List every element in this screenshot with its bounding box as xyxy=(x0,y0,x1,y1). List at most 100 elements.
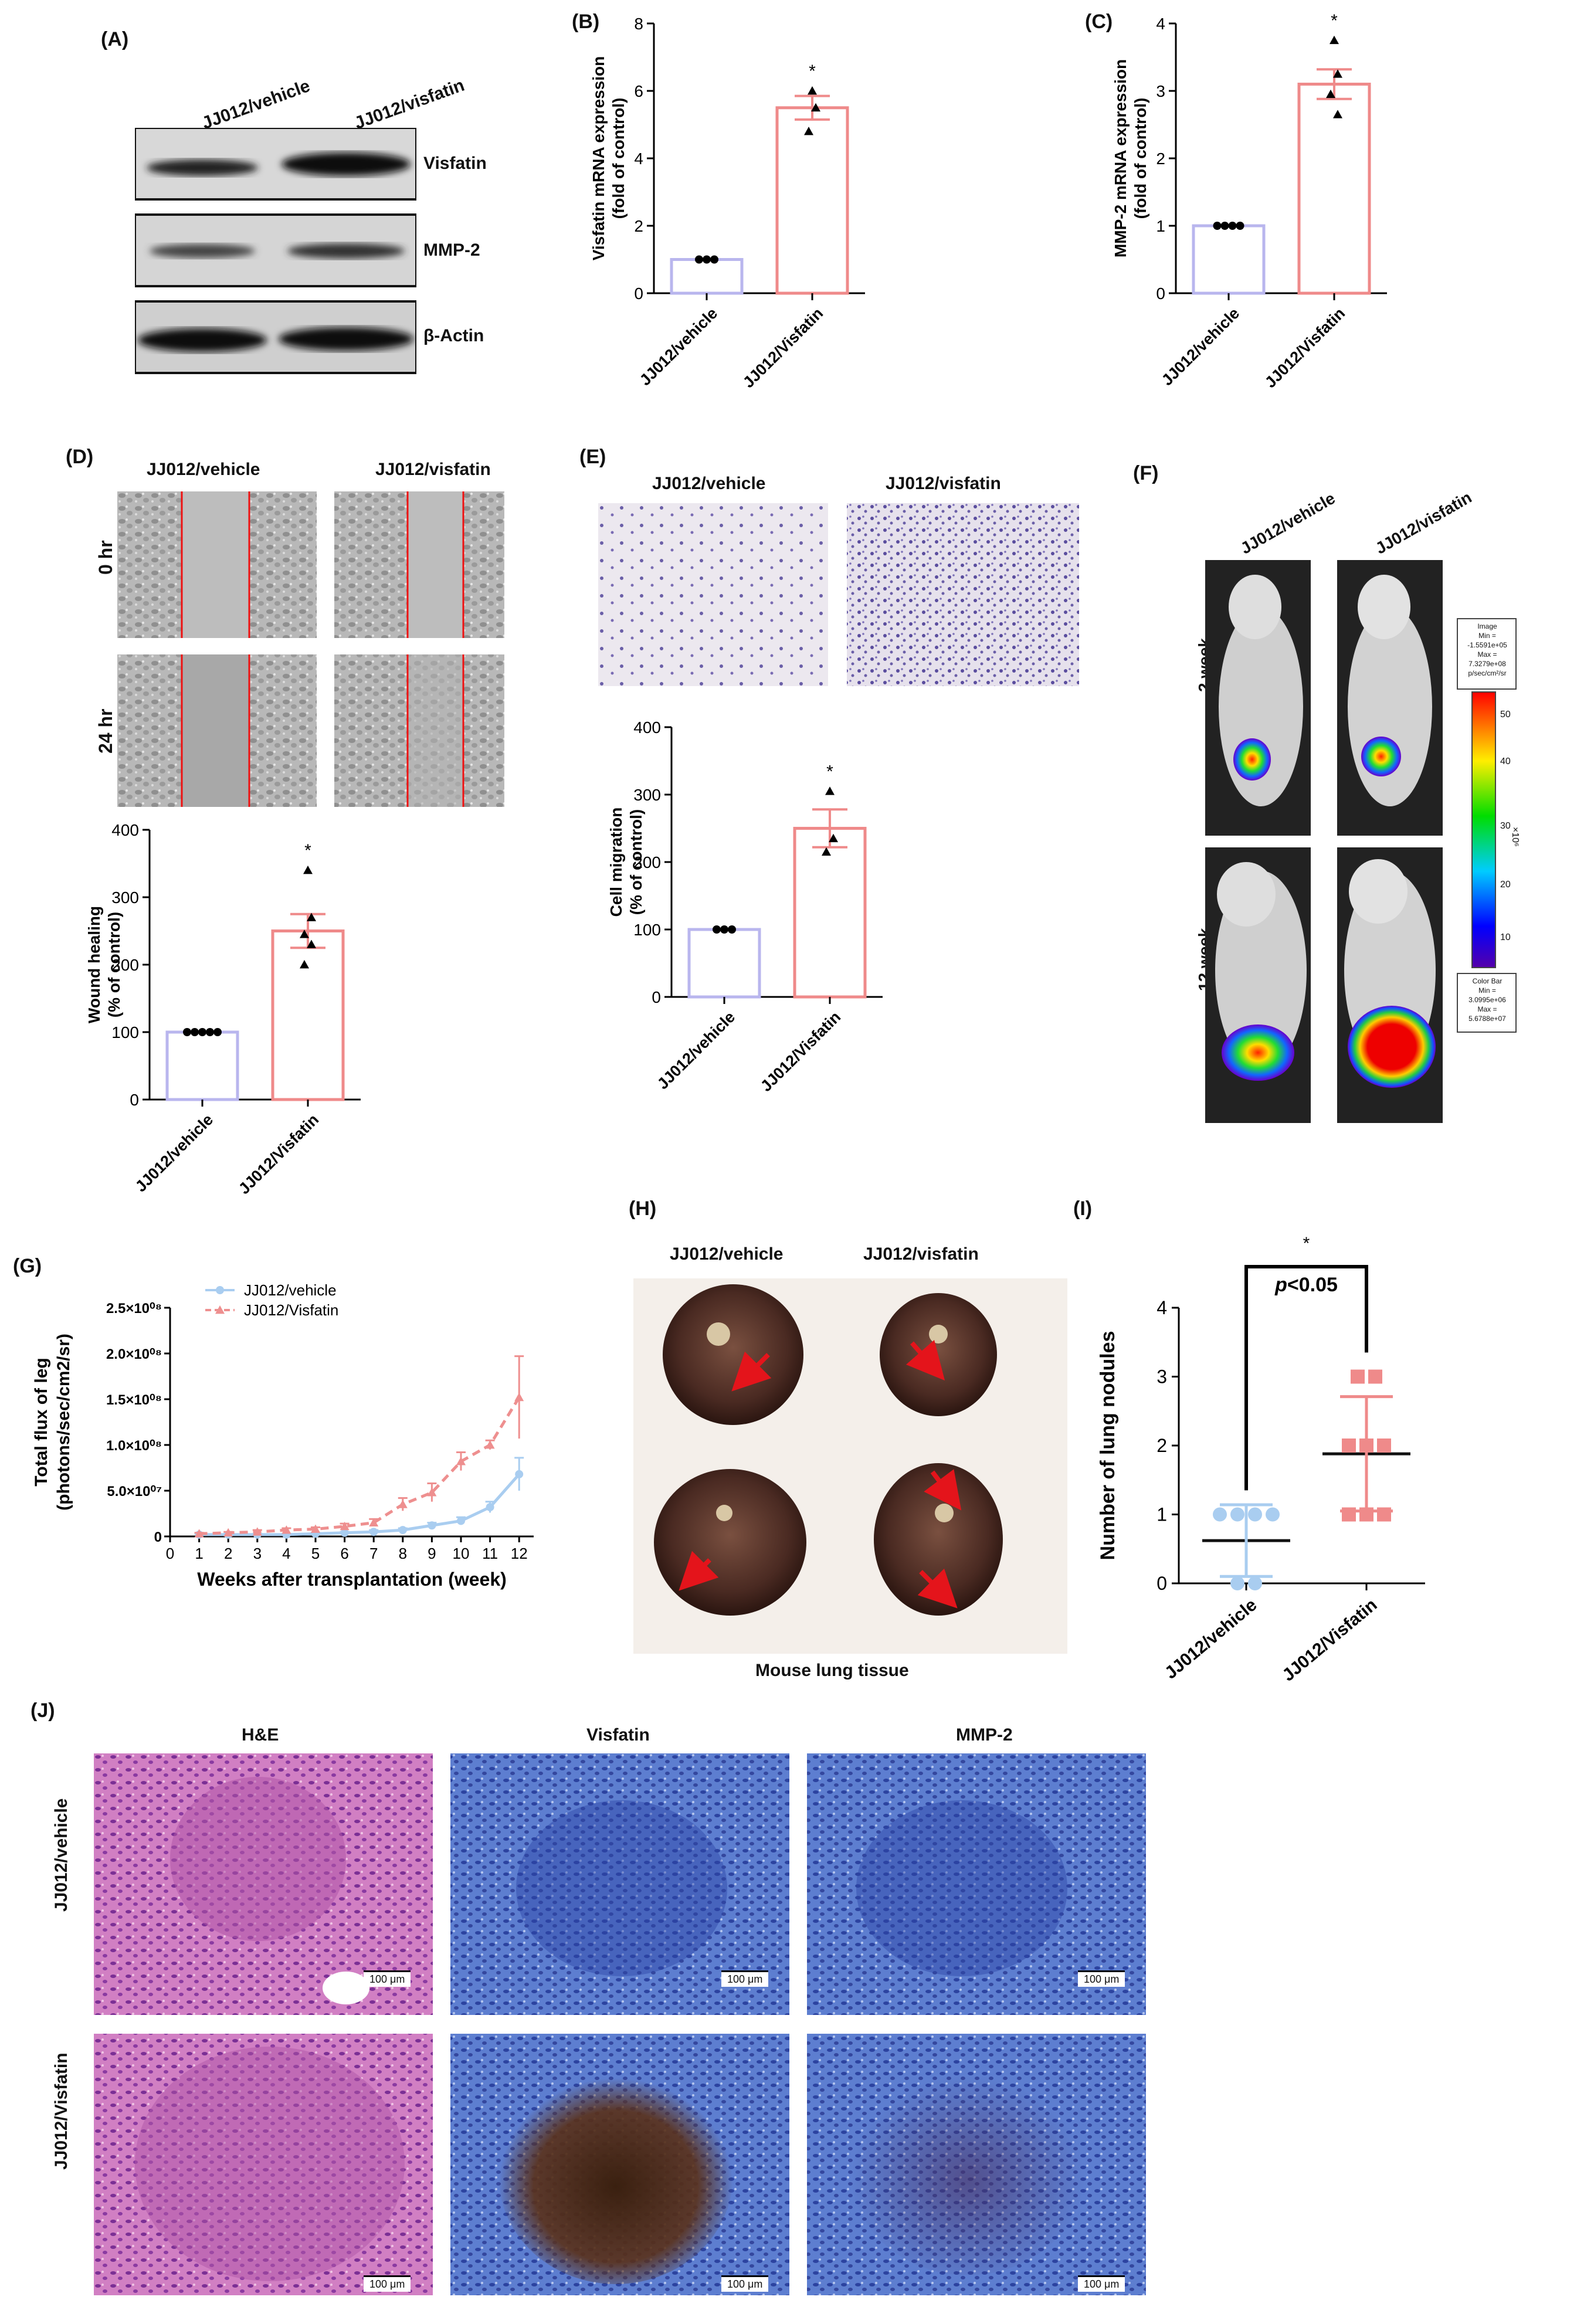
ivis-legend-colorbar-max: Max = 5.6788e+07 xyxy=(1468,1005,1506,1023)
x-tick-label: JJ012/Visfatin xyxy=(740,304,826,391)
significance-star: * xyxy=(826,762,833,781)
y-tick-label: 2.5×10⁰⁸ xyxy=(106,1301,162,1317)
panel-d-label: (D) xyxy=(66,446,94,468)
panel-j-label: (J) xyxy=(30,1699,55,1722)
ivis-tick-40: 40 xyxy=(1500,756,1511,766)
blot-col-visfatin: JJ012/visfatin xyxy=(352,75,467,134)
y-tick-label: 5.0×10⁰⁷ xyxy=(107,1484,162,1499)
ivis-tick-50: 50 xyxy=(1500,710,1511,720)
legend-marker-visfatin xyxy=(215,1305,225,1314)
ihc-row-vehicle: JJ012/vehicle xyxy=(52,1798,71,1912)
y-tick-label: 8 xyxy=(634,15,643,33)
ivis-colorbar-unit: ×10⁶ xyxy=(1510,827,1520,847)
panel-c-label: (C) xyxy=(1085,11,1113,33)
data-point xyxy=(710,255,718,264)
bar-vehicle xyxy=(165,1030,239,1101)
chart-e: 0 100 200 300 400 JJ012/vehicle JJ012/Visfatin… xyxy=(607,718,883,1095)
data-point xyxy=(340,1528,349,1537)
data-point xyxy=(300,960,309,969)
data-point xyxy=(1330,35,1339,45)
y-axis-label-unit: (% of control) xyxy=(105,912,123,1017)
lung-col-vehicle: JJ012/vehicle xyxy=(670,1244,784,1264)
lung-tissue-photo xyxy=(633,1278,1067,1654)
y-tick-label: 0 xyxy=(130,1091,139,1109)
data-point xyxy=(457,1516,465,1525)
bar-visfatin xyxy=(775,106,849,295)
data-point xyxy=(456,1457,466,1465)
x-tick-label: 0 xyxy=(166,1545,174,1562)
data-point xyxy=(307,939,316,948)
data-point xyxy=(428,1521,436,1530)
western-blot xyxy=(135,128,416,374)
ivis-legend-image-max: Max = 7.3279e+08 xyxy=(1468,650,1506,668)
y-tick-label: 1.5×10⁰⁸ xyxy=(106,1392,162,1408)
x-tick-label: 11 xyxy=(482,1545,498,1562)
data-point xyxy=(1230,1576,1244,1590)
lung-caption: Mouse lung tissue xyxy=(755,1661,909,1680)
data-point xyxy=(825,786,835,795)
y-tick-label: 100 xyxy=(111,1023,139,1041)
y-axis-label: Total flux of leg xyxy=(32,1358,51,1486)
x-tick-label: JJ012/vehicle xyxy=(132,1111,216,1195)
data-point xyxy=(1213,1507,1227,1522)
chart-g: 0 5.0×10⁰⁷ 1.0×10⁰⁸ 1.5×10⁰⁸ 2.0×10⁰⁸ 2.5×10⁰… xyxy=(32,1281,534,1590)
y-tick-label: 3 xyxy=(1157,1366,1167,1387)
y-tick-label: 300 xyxy=(111,888,139,907)
y-axis-label: Number of lung nodules xyxy=(1097,1331,1119,1560)
scalebar-he-vehicle: 100 μm xyxy=(364,1970,411,1987)
data-point xyxy=(829,833,838,843)
y-axis-label-unit: (photons/sec/cm2/sr) xyxy=(54,1334,73,1511)
data-point xyxy=(206,1028,214,1036)
x-tick-label: JJ012/Visfatin xyxy=(235,1111,322,1197)
ivis-legend-image-unit: p/sec/cm²/sr xyxy=(1468,669,1507,677)
chart-b: 0 2 4 6 8 JJ012/vehicle JJ012/Visfatin * Visfati… xyxy=(589,15,865,391)
data-point xyxy=(340,1521,350,1531)
data-point xyxy=(282,1525,291,1534)
y-tick-label: 200 xyxy=(633,853,661,871)
bar-visfatin xyxy=(1297,83,1371,295)
wound-row-24hr: 24 hr xyxy=(95,708,116,754)
data-point xyxy=(713,925,721,934)
x-tick-label: 7 xyxy=(369,1545,378,1562)
data-point xyxy=(515,1470,524,1478)
data-point xyxy=(1248,1576,1262,1590)
data-point xyxy=(307,912,316,921)
wound-col-visfatin: JJ012/visfatin xyxy=(375,460,491,479)
significance-star: * xyxy=(1331,12,1338,30)
data-point xyxy=(804,127,813,135)
x-tick-label: JJ012/vehicle xyxy=(1158,304,1243,389)
data-point xyxy=(1368,1369,1382,1384)
data-point xyxy=(728,925,736,934)
data-point xyxy=(808,86,817,95)
data-point xyxy=(1326,89,1335,99)
x-axis-label: Weeks after transplantation (week) xyxy=(197,1569,507,1590)
y-tick-label: 0 xyxy=(634,284,643,303)
y-tick-label: 400 xyxy=(633,718,661,737)
data-point xyxy=(183,1028,191,1036)
x-tick-label: 4 xyxy=(282,1545,290,1562)
data-point xyxy=(703,255,711,264)
significance-star: * xyxy=(1303,1234,1310,1253)
ivis-tick-30: 30 xyxy=(1500,821,1511,831)
y-axis-label-unit: (fold of control) xyxy=(1131,98,1149,219)
significance-bracket xyxy=(1244,1265,1368,1491)
data-point xyxy=(695,255,703,264)
data-point xyxy=(1342,1438,1356,1453)
panel-e-label: (E) xyxy=(579,446,606,468)
panel-a-label: (A) xyxy=(101,28,129,50)
ivis-mouse-images xyxy=(1205,560,1517,1123)
chart-c: 0 1 2 3 4 JJ012/vehicle JJ012/Visfatin * MMP-2 m… xyxy=(1111,12,1387,391)
y-tick-label: 200 xyxy=(111,956,139,974)
lung-col-visfatin: JJ012/visfatin xyxy=(863,1244,979,1264)
y-tick-label: 6 xyxy=(634,82,643,100)
x-tick-label: 8 xyxy=(399,1545,407,1562)
transwell-images xyxy=(598,503,1079,686)
y-tick-label: 2.0×10⁰⁸ xyxy=(106,1346,162,1362)
data-point xyxy=(1230,1507,1244,1522)
x-tick-label: 10 xyxy=(453,1545,470,1562)
data-point xyxy=(720,925,728,934)
bar-vehicle xyxy=(687,928,761,999)
ivis-tick-20: 20 xyxy=(1500,880,1511,890)
significance-star: * xyxy=(304,841,311,860)
x-tick-label: 5 xyxy=(311,1545,320,1562)
